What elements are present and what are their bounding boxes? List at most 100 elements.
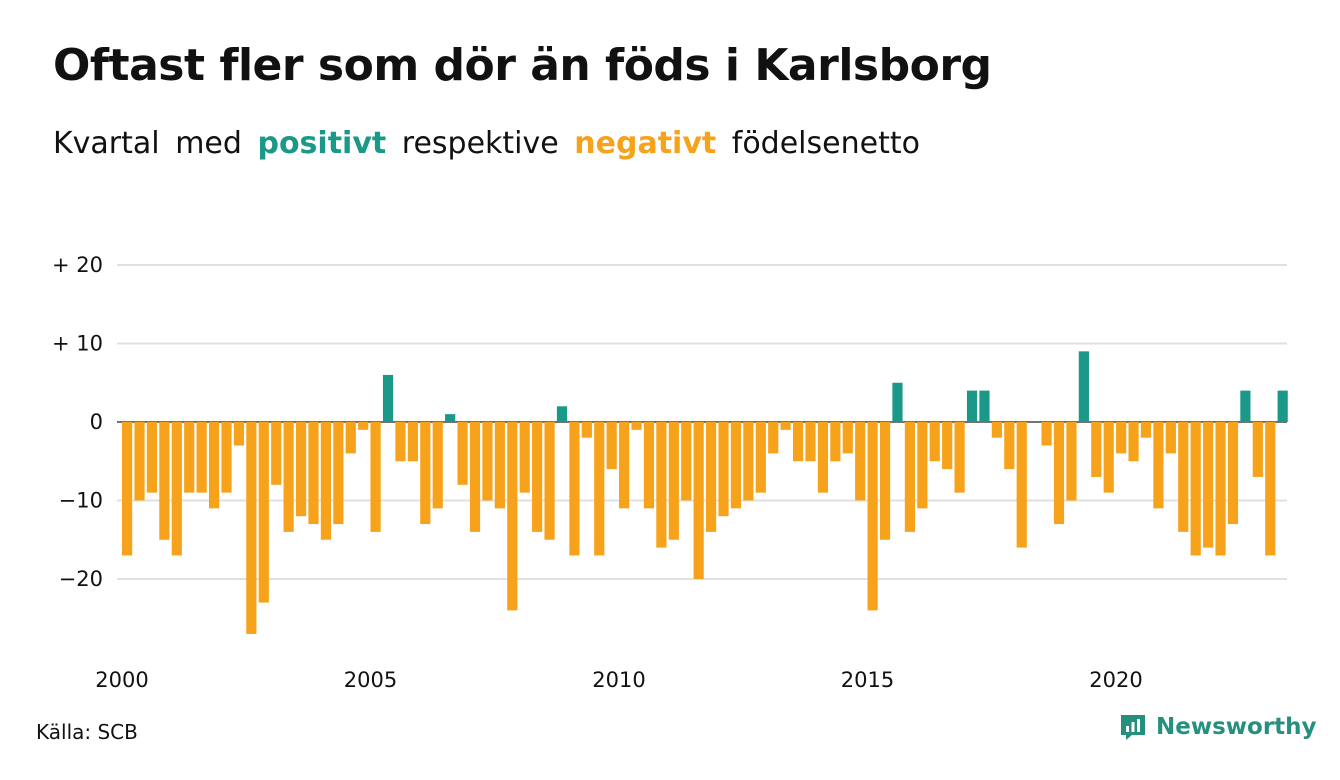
bar (619, 422, 630, 509)
bar (631, 422, 642, 430)
bar (668, 422, 679, 540)
bar (730, 422, 742, 509)
bar (494, 422, 505, 509)
bar (159, 422, 170, 540)
bar (706, 422, 717, 532)
bar (594, 422, 605, 556)
source-note: Källa: SCB (36, 720, 138, 744)
bar (507, 422, 518, 611)
brand-name: Newsworthy (1156, 714, 1317, 740)
x-axis-labels: 2000 2005 2010 2015 2020 (95, 668, 1142, 692)
bar (482, 422, 493, 501)
x-tick-label: 2005 (344, 668, 397, 692)
bar (532, 422, 543, 532)
bar (855, 422, 866, 501)
newsworthy-logo-icon (1121, 715, 1145, 740)
bar (1178, 422, 1189, 532)
bar (904, 422, 915, 532)
bar (792, 422, 804, 462)
bar (1140, 422, 1152, 438)
y-tick-label: 0 (90, 410, 103, 434)
bar (271, 422, 282, 485)
subtitle-word-med: med (175, 126, 242, 161)
bar (333, 422, 344, 525)
bar (420, 422, 431, 525)
bar (1240, 390, 1251, 422)
bar (768, 422, 779, 454)
bar (681, 422, 692, 501)
y-tick-label: −20 (59, 567, 103, 591)
bar (718, 422, 729, 517)
bar (656, 422, 667, 548)
x-tick-label: 2010 (592, 668, 645, 692)
subtitle-word-fodelsenetto: födelsenetto (731, 126, 920, 161)
chart-subtitle: Kvartal med positivt respektive negativt… (53, 126, 920, 161)
subtitle-word-kvartal: Kvartal (53, 126, 160, 161)
bar (991, 422, 1002, 438)
bar (879, 422, 891, 540)
bar (805, 422, 816, 462)
bar (755, 422, 766, 493)
x-tick-label: 2020 (1089, 668, 1142, 692)
bars (122, 351, 1288, 634)
bar (184, 422, 195, 493)
y-tick-label: + 20 (52, 253, 103, 277)
bar (1265, 422, 1276, 556)
bar (308, 422, 319, 525)
bar (929, 422, 940, 462)
bar (196, 422, 207, 493)
bar (519, 422, 530, 493)
bar (445, 414, 456, 422)
bar (283, 422, 294, 532)
bar (457, 422, 468, 485)
bar (892, 382, 903, 422)
bar (966, 390, 978, 422)
bar-chart: + 20 + 10 0 −10 −20 2000 2005 2010 2015 2020 (52, 253, 1288, 692)
subtitle-keyword-negative: negativt (574, 126, 717, 161)
y-axis-labels: + 20 + 10 0 −10 −20 (52, 253, 103, 591)
bar (867, 422, 878, 611)
bar (1128, 422, 1139, 462)
bar (320, 422, 331, 540)
bar (407, 422, 418, 462)
bar (606, 422, 617, 470)
bar (221, 422, 232, 493)
bar (544, 422, 555, 540)
bar (1153, 422, 1164, 509)
bar (1190, 422, 1201, 556)
bar (842, 422, 853, 454)
bar (1078, 351, 1089, 422)
bar (1165, 422, 1176, 454)
bar (643, 422, 655, 509)
bar (1016, 422, 1027, 548)
bar (233, 422, 245, 446)
bar (146, 422, 158, 493)
x-tick-label: 2015 (841, 668, 894, 692)
bar (246, 422, 257, 634)
bar (942, 422, 953, 470)
bar (830, 422, 841, 462)
bar (1004, 422, 1015, 470)
bar (134, 422, 145, 501)
bar (171, 422, 182, 556)
bar (556, 406, 568, 422)
bar (1103, 422, 1114, 493)
bar (817, 422, 829, 493)
bar (581, 422, 592, 438)
bar (1041, 422, 1052, 446)
bar (122, 422, 133, 556)
x-tick-label: 2000 (95, 668, 148, 692)
brand: Newsworthy (1118, 712, 1317, 742)
bar (569, 422, 580, 556)
bar (1203, 422, 1214, 548)
bar (1053, 422, 1065, 525)
bar (382, 374, 394, 422)
bar (208, 422, 220, 509)
bar (1252, 422, 1263, 477)
bar (395, 422, 406, 462)
bar (693, 422, 704, 579)
bar (1066, 422, 1077, 501)
bar (258, 422, 269, 603)
bar (295, 422, 307, 517)
bar (954, 422, 965, 493)
